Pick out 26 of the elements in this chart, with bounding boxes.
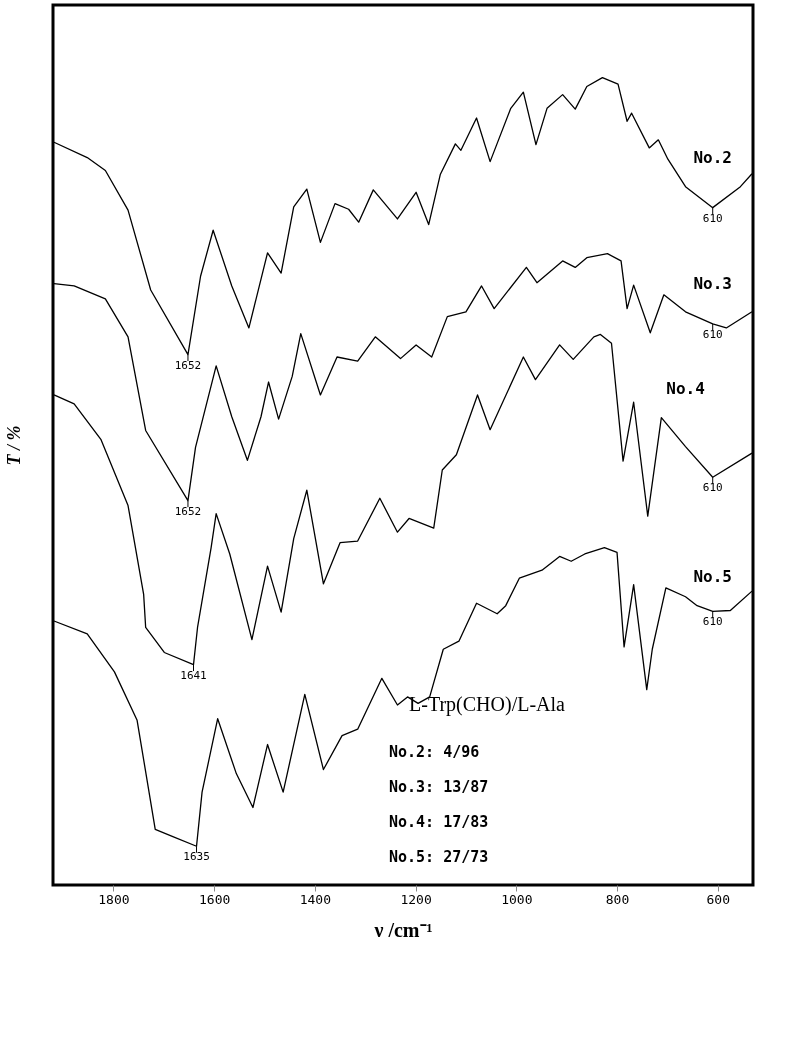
x-tick-label: 1200 (400, 891, 432, 907)
annotation: 1652 (174, 358, 202, 372)
x-tick-label: 1000 (501, 891, 533, 907)
y-axis-title: T / % (3, 425, 24, 466)
x-tick-label: 1600 (198, 891, 231, 907)
annotation: 610 (702, 327, 723, 341)
x-tick-label: 600 (706, 891, 730, 907)
annotation: L-Trp(CHO)/L-Ala (409, 692, 566, 716)
series-label: No.2 (693, 148, 732, 168)
x-tick-label: 1400 (299, 891, 332, 907)
annotation: 1652 (174, 504, 202, 518)
annotation: 610 (702, 615, 723, 629)
annotation: 1641 (180, 668, 207, 682)
annotation: 1635 (183, 850, 210, 864)
series-label: No.3 (693, 273, 732, 293)
series-label: No.4 (666, 379, 705, 399)
annotation: No.5: 27/73 (389, 847, 489, 866)
annotation: No.4: 17/83 (389, 812, 489, 831)
x-tick-label: 1800 (98, 891, 130, 907)
annotation: 610 (702, 481, 723, 495)
series-label: No.5 (693, 567, 732, 587)
x-tick-label: 800 (605, 891, 630, 907)
annotation: 610 (702, 211, 723, 225)
annotation: No.2: 4/96 (389, 742, 480, 761)
x-axis-title: ν /cm⁻¹ (373, 918, 433, 941)
annotation: No.3: 13/87 (389, 777, 489, 796)
